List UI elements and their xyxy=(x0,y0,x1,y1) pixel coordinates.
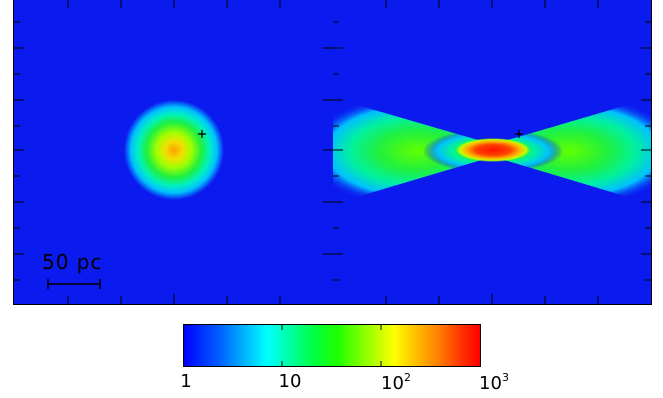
left-panel-ticks xyxy=(14,0,333,304)
bipolar-core xyxy=(455,138,531,162)
spherical-source xyxy=(124,100,224,200)
colorbar-label-1000: 103 xyxy=(479,371,509,394)
left-position-marker xyxy=(198,130,206,138)
colorbar-label-1: 1 xyxy=(180,371,192,392)
colorbar-label-10: 10 xyxy=(278,371,302,392)
colorbar-gradient xyxy=(183,324,481,367)
left-panel-canvas xyxy=(14,0,333,304)
scale-bar-label: 50 pc xyxy=(42,250,103,274)
colorbar xyxy=(183,324,481,368)
colorbar-label-100: 102 xyxy=(381,371,411,394)
left-image-panel: 50 pc xyxy=(13,0,334,305)
right-position-marker xyxy=(515,130,523,138)
right-panel-canvas xyxy=(333,0,651,304)
right-image-panel xyxy=(333,0,652,305)
right-panel-ticks xyxy=(333,0,651,304)
scale-bar xyxy=(47,279,101,289)
colorbar-ticks xyxy=(183,324,481,367)
